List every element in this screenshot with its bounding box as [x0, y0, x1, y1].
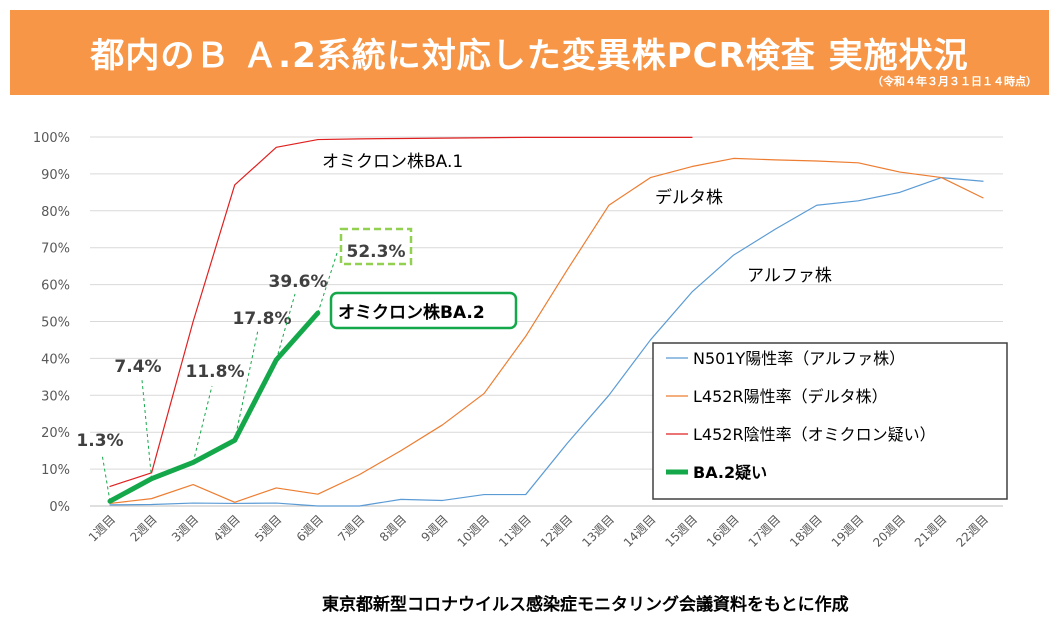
- ba1-label: オミクロン株BA.1: [322, 152, 463, 172]
- series-line-2: [109, 157, 984, 505]
- x-tick-label: 14週目: [621, 512, 659, 550]
- alpha-label: アルファ株: [747, 266, 832, 286]
- x-tick-label: 22週目: [953, 512, 991, 550]
- data-label: 7.4%: [114, 357, 161, 377]
- legend-label: N501Y陽性率（アルファ株）: [693, 349, 905, 368]
- x-tick-label: 6週目: [294, 512, 326, 544]
- y-tick-label: 100%: [33, 131, 70, 146]
- x-tick-label: 19週目: [829, 512, 867, 550]
- y-tick-label: 0%: [49, 500, 70, 515]
- x-tick-label: 13週目: [579, 512, 617, 550]
- y-tick-label: 90%: [41, 168, 70, 183]
- x-tick-label: 8週目: [377, 512, 409, 544]
- x-tick-label: 15週目: [662, 512, 700, 550]
- x-tick-label: 3週目: [169, 512, 201, 544]
- x-tick-label: 20週目: [870, 512, 908, 550]
- page-title: 都内のＢ Ａ.2系統に対応した変異株PCR検査 実施状況: [90, 36, 969, 76]
- highlight-box: [339, 227, 413, 266]
- x-tick-label: 10週目: [455, 512, 493, 550]
- x-tick-label: 21週目: [912, 512, 950, 550]
- x-tick-label: 18週目: [787, 512, 825, 550]
- y-tick-label: 80%: [41, 205, 70, 220]
- series-line-3: [109, 136, 693, 488]
- data-label-leader: [234, 329, 259, 441]
- y-tick-label: 60%: [41, 279, 70, 294]
- data-label: 1.3%: [76, 431, 123, 451]
- data-label-leader: [141, 379, 153, 479]
- x-tick-label: 2週目: [127, 512, 159, 544]
- data-label-leader: [192, 385, 213, 463]
- x-tick-label: 5週目: [252, 512, 284, 544]
- legend-label: L452R陰性率（オミクロン疑い）: [693, 425, 936, 444]
- x-tick-label: 17週目: [746, 512, 784, 550]
- ba2-label: オミクロン株BA.2: [338, 302, 485, 323]
- y-tick-label: 20%: [41, 426, 70, 441]
- data-label: 17.8%: [233, 309, 292, 329]
- data-label: 52.3%: [347, 242, 406, 262]
- x-tick-label: 7週目: [335, 512, 367, 544]
- delta-label: デルタ株: [655, 187, 723, 208]
- legend-box: [652, 342, 1008, 500]
- series-line-1: [109, 176, 984, 507]
- data-label-leader: [101, 453, 111, 502]
- ba2-label-box: [329, 291, 518, 330]
- y-tick-label: 10%: [41, 463, 70, 478]
- x-tick-label: 16週目: [704, 512, 742, 550]
- x-tick-label: 11週目: [496, 512, 534, 550]
- line-chart: 0% 10% 20% 30% 40% 50% 60% 70% 80% 90% 100% 1週目 2週目 3…: [33, 131, 1008, 550]
- x-tick-label: 4週目: [211, 512, 243, 544]
- series-line-4: [107, 310, 321, 504]
- data-label: 39.6%: [269, 272, 328, 292]
- source-note: 東京都新型コロナウイルス感染症モニタリング会議資料をもとに作成: [322, 595, 849, 615]
- legend-label: BA.2疑い: [693, 463, 767, 482]
- y-tick-label: 30%: [41, 389, 70, 404]
- y-tick-label: 70%: [41, 242, 70, 257]
- title-banner: 都内のＢ Ａ.2系統に対応した変異株PCR検査 実施状況 （令和４年３月３１日１…: [10, 10, 1049, 95]
- legend-label: L452R陽性率（デルタ株）: [693, 387, 888, 406]
- x-tick-label: 9週目: [418, 512, 450, 544]
- as-of-date: （令和４年３月３１日１４時点）: [872, 75, 1037, 88]
- data-label: 11.8%: [186, 362, 245, 382]
- x-tick-label: 12週目: [538, 512, 576, 550]
- x-tick-label: 1週目: [86, 512, 118, 544]
- y-tick-label: 50%: [41, 316, 70, 331]
- data-label-leader: [317, 249, 339, 314]
- y-tick-label: 40%: [41, 352, 70, 367]
